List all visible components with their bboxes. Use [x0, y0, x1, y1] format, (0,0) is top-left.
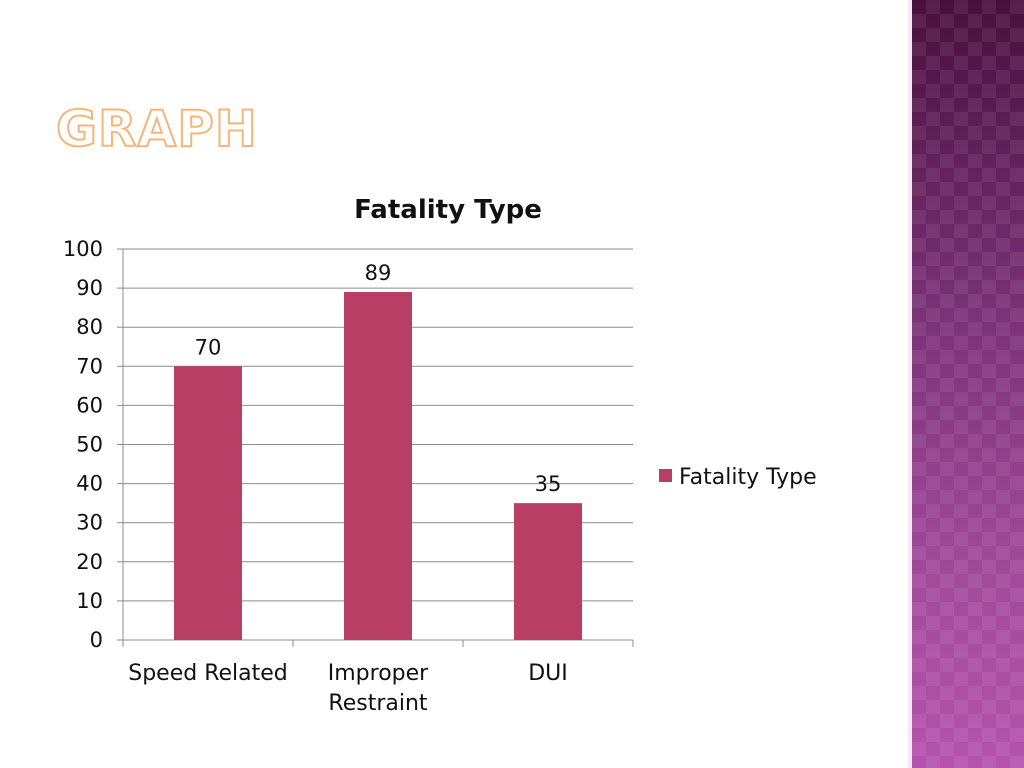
category-label-line: DUI [528, 661, 568, 686]
category-label: Improper Restraint [328, 661, 429, 716]
y-tick-label: 10 [76, 589, 103, 613]
category-label-line: Improper [328, 661, 429, 686]
bar [514, 503, 582, 640]
chart-title: Fatality Type [354, 195, 542, 225]
slide-title: GRAPH [55, 99, 258, 159]
bar-series [174, 292, 582, 640]
data-label: 35 [535, 472, 562, 496]
y-tick-label: 40 [76, 472, 103, 496]
y-axis: 0 10 20 30 40 50 60 70 80 90 100 [63, 237, 124, 652]
data-label: 89 [365, 261, 392, 285]
y-tick-label: 30 [76, 511, 103, 535]
y-tick-label: 50 [76, 433, 103, 457]
chart-legend: Fatality Type [659, 465, 817, 490]
bar [344, 292, 412, 640]
y-tick-label: 60 [76, 393, 103, 417]
y-tick-label: 90 [76, 276, 103, 300]
y-tick-label: 0 [90, 628, 103, 652]
y-tick-label: 80 [76, 315, 103, 339]
legend-swatch [659, 469, 672, 482]
y-tick-label: 70 [76, 354, 103, 378]
decorative-side-panel [912, 0, 1024, 768]
category-label: Speed Related [128, 661, 288, 686]
data-label: 70 [195, 335, 222, 359]
fatality-bar-chart: Fatality Type 0 10 20 30 40 50 60 70 80 90 100 Spe… [63, 195, 817, 716]
category-label-line: Speed Related [128, 661, 288, 686]
legend-label: Fatality Type [679, 465, 817, 490]
y-tick-label: 20 [76, 550, 103, 574]
bar [174, 366, 242, 640]
category-label: DUI [528, 661, 568, 686]
x-axis: Speed Related Improper Restraint DUI [122, 639, 634, 716]
data-labels: 70 89 35 [195, 261, 562, 496]
side-panel-edge [908, 0, 912, 768]
category-label-line: Restraint [328, 691, 428, 716]
y-tick-label: 100 [63, 237, 103, 261]
